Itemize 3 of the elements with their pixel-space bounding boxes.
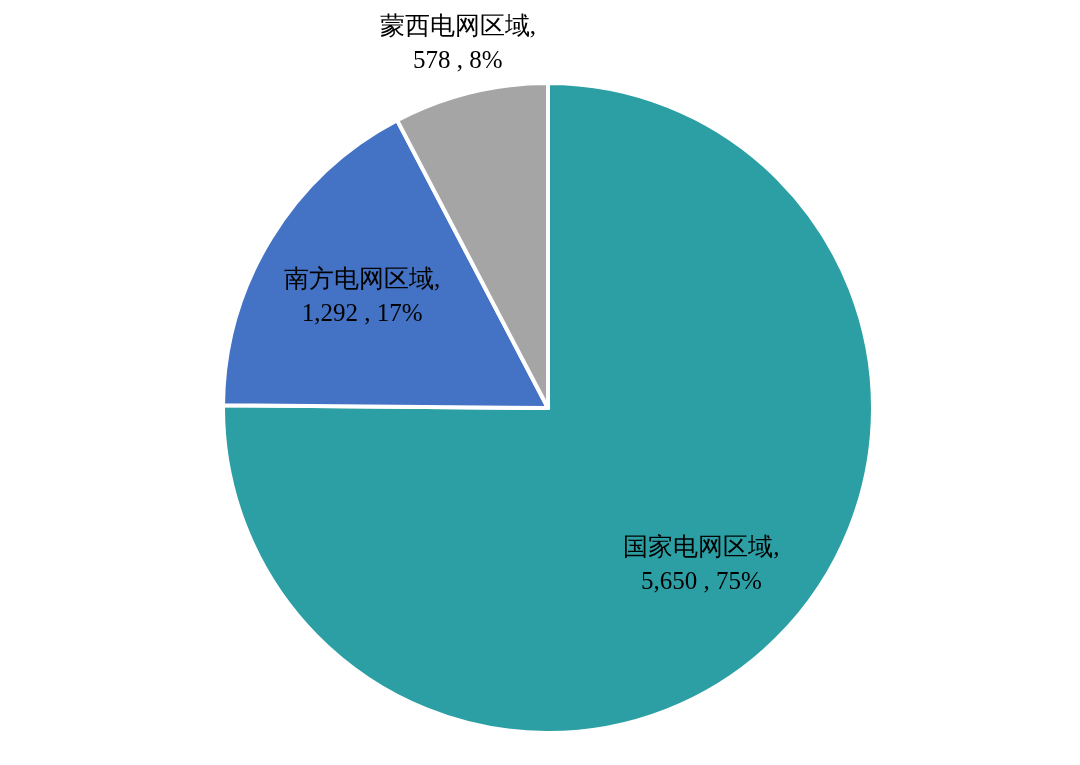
slice-label: 蒙西电网区域, 578 , 8% bbox=[379, 11, 536, 73]
slice-label: 国家电网区域, 5,650 , 75% bbox=[623, 532, 780, 594]
slice-label: 南方电网区域, 1,292 , 17% bbox=[284, 264, 441, 326]
